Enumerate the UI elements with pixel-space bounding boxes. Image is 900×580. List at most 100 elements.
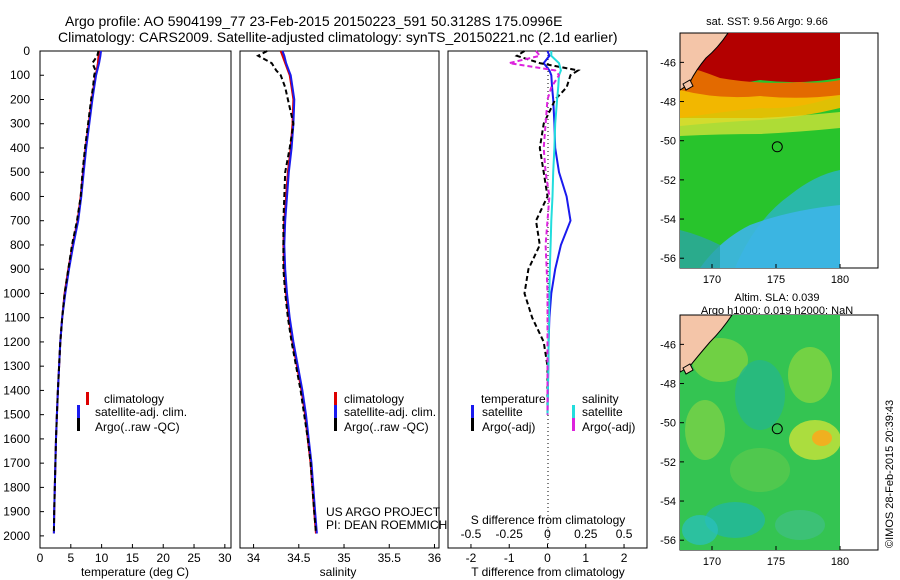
x-tick-label: -2 [466, 551, 477, 565]
legend-label: satellite-adj. clim. [344, 405, 436, 419]
lat-tick-label: -48 [660, 97, 676, 109]
sla-map-axes: -46 -48 -50 -52 -54 -56 170 175 180 [660, 339, 849, 568]
x-tick-label: 5 [67, 551, 74, 565]
x-tick-label: 30 [218, 551, 232, 565]
depth-tick-label: 400 [10, 141, 30, 155]
lat-tick-label: -56 [660, 253, 676, 265]
lat-tick-label: -50 [660, 418, 676, 430]
sla-map-field [680, 315, 840, 550]
legend-swatch-t-satellite [471, 405, 474, 418]
lat-tick-label: -54 [660, 496, 676, 508]
depth-tick-label: 0 [23, 44, 30, 58]
profile-line-argo-raw-qc- [255, 50, 317, 534]
profile-line-temperature-argo-adj- [514, 50, 581, 415]
depth-tick-label: 1800 [3, 480, 30, 494]
profile-line-satellite-adj-clim- [52, 50, 102, 534]
depth-tick-label: 500 [10, 165, 30, 179]
depth-tick-label: 2000 [3, 529, 30, 543]
x-tick-label: 0 [37, 551, 44, 565]
salinity-panel-frame [239, 50, 440, 549]
depth-tick-label: 200 [10, 92, 30, 106]
legend-label: Argo(..raw -QC) [95, 420, 180, 434]
legend-label: climatology [344, 392, 404, 406]
profile-line-argo-raw-qc- [52, 50, 100, 534]
lon-tick-label: 175 [767, 274, 785, 286]
depth-tick-label: 1500 [3, 408, 30, 422]
salinity-legend: climatology satellite-adj. clim. Argo(..… [334, 392, 436, 434]
legend-label: Argo(-adj) [482, 420, 535, 434]
t-difference-x-label: T difference from climatology [471, 565, 625, 579]
x-tick-label: 0 [544, 551, 551, 565]
x-tick-label: 25 [187, 551, 201, 565]
profile-line-climatology [52, 50, 101, 534]
temperature-panel-frame [39, 50, 232, 549]
s-tick-label: -0.5 [461, 527, 482, 541]
sla-map-subtitle: Argo h1000: 0.019 h2000: NaN [701, 305, 853, 317]
depth-tick-label: 900 [10, 262, 30, 276]
lat-tick-label: -52 [660, 175, 676, 187]
header-line-2: Climatology: CARS2009. Satellite-adjuste… [58, 29, 618, 45]
temperature-x-label: temperature (deg C) [81, 565, 189, 579]
temperature-legend: climatology satellite-adj. clim. Argo(..… [77, 392, 187, 434]
sst-map-axes: -46 -48 -50 -52 -54 -56 170 175 180 [660, 57, 849, 286]
s-tick-label: -0.25 [496, 527, 524, 541]
lat-tick-label: -56 [660, 535, 676, 547]
lat-tick-label: -48 [660, 379, 676, 391]
temperature-profiles [52, 50, 102, 534]
float-position-marker [771, 423, 783, 435]
depth-tick-label: 1600 [3, 432, 30, 446]
difference-profiles [508, 50, 581, 415]
depth-tick-label: 1100 [4, 311, 30, 325]
legend-swatch-satellite [334, 405, 337, 418]
sla-map-title: Altim. SLA: 0.039 [735, 292, 820, 304]
legend-swatch-argo [77, 418, 80, 431]
s-tick-label: 0.25 [574, 527, 598, 541]
header-line-1: Argo profile: AO 5904199_77 23-Feb-2015 … [65, 13, 562, 29]
legend-label: satellite-adj. clim. [95, 405, 187, 419]
pi-annotation: PI: DEAN ROEMMICH [326, 518, 447, 532]
depth-axis: 0 100 200 300 400 500 600 700 800 900 1000 1100 1200… [3, 44, 44, 543]
depth-tick-label: 800 [10, 238, 30, 252]
legend-label: Argo(..raw -QC) [344, 420, 429, 434]
x-tick-label: 34.5 [287, 551, 311, 565]
legend-header-temperature: temperature [481, 392, 546, 406]
lon-tick-label: 175 [767, 556, 785, 568]
x-tick-label: 35.5 [378, 551, 402, 565]
lat-tick-label: -50 [660, 136, 676, 148]
lon-tick-label: 180 [831, 556, 849, 568]
legend-label: satellite [482, 405, 523, 419]
s-tick-label: 0 [544, 527, 551, 541]
x-tick-label: 15 [126, 551, 140, 565]
sst-map-title: sat. SST: 9.56 Argo: 9.66 [706, 16, 828, 28]
legend-swatch-t-argo [471, 418, 474, 431]
salinity-x-label: salinity [320, 565, 357, 579]
lon-tick-label: 180 [831, 274, 849, 286]
lat-tick-label: -54 [660, 214, 676, 226]
x-tick-label: 20 [157, 551, 171, 565]
lon-tick-label: 170 [703, 274, 721, 286]
depth-tick-label: 1700 [3, 456, 30, 470]
x-tick-label: -1 [504, 551, 515, 565]
profile-line-satellite-adj-clim- [281, 50, 318, 534]
sst-map-field [680, 33, 840, 268]
profile-line-salinity-satellite [546, 51, 562, 415]
t-difference-x-ticks: -2 -1 0 1 2 [466, 544, 628, 565]
depth-tick-label: 600 [10, 189, 30, 203]
x-tick-label: 1 [582, 551, 589, 565]
depth-tick-label: 300 [10, 117, 30, 131]
project-annotation: US ARGO PROJECT [326, 505, 441, 519]
difference-legend: temperature salinity satellite Argo(-adj… [471, 392, 635, 434]
s-difference-label: S difference from climatology [471, 513, 626, 527]
legend-label: Argo(-adj) [582, 420, 635, 434]
legend-swatch-satellite [77, 405, 80, 418]
float-position-marker [771, 141, 783, 153]
x-tick-label: 34 [247, 551, 261, 565]
legend-swatch-s-argo [572, 418, 575, 431]
lat-tick-label: -46 [660, 339, 676, 351]
depth-tick-label: 100 [10, 68, 30, 82]
depth-tick-label: 1200 [3, 335, 30, 349]
legend-swatch-s-satellite [572, 405, 575, 418]
depth-tick-label: 1900 [3, 505, 30, 519]
lon-tick-label: 170 [703, 556, 721, 568]
